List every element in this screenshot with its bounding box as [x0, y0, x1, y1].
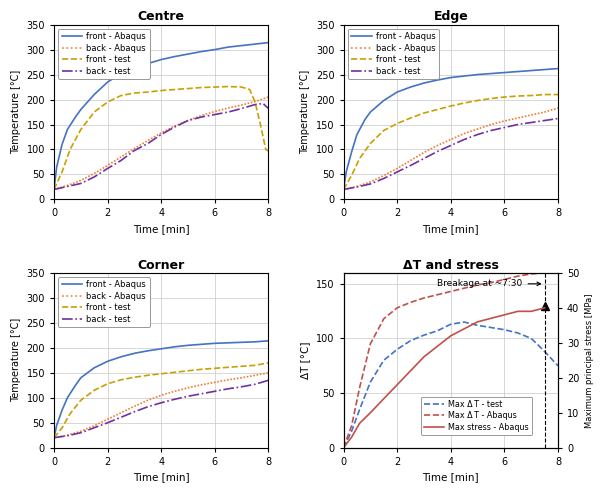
X-axis label: Time [min]: Time [min]	[422, 224, 479, 234]
Text: Breakage at ~7:30: Breakage at ~7:30	[437, 279, 541, 288]
Title: Edge: Edge	[433, 10, 468, 24]
Legend: front - Abaqus, back - Abaqus, front - test, back - test: front - Abaqus, back - Abaqus, front - t…	[347, 29, 439, 79]
Title: ΔT and stress: ΔT and stress	[403, 259, 499, 272]
Title: Corner: Corner	[137, 259, 185, 272]
X-axis label: Time [min]: Time [min]	[133, 472, 190, 482]
Y-axis label: Temperature [°C]: Temperature [°C]	[11, 318, 21, 402]
Legend: front - Abaqus, back - Abaqus, front - test, back - test: front - Abaqus, back - Abaqus, front - t…	[58, 29, 149, 79]
Y-axis label: Maximum principal stress [MPa]: Maximum principal stress [MPa]	[585, 293, 594, 428]
Y-axis label: ΔT [°C]: ΔT [°C]	[301, 341, 310, 379]
Legend: front - Abaqus, back - Abaqus, front - test, back - test: front - Abaqus, back - Abaqus, front - t…	[58, 277, 149, 327]
Y-axis label: Temperature [°C]: Temperature [°C]	[11, 70, 21, 154]
Title: Centre: Centre	[138, 10, 185, 24]
Legend: Max Δ T - test, Max Δ T - Abaqus, Max stress - Abaqus: Max Δ T - test, Max Δ T - Abaqus, Max st…	[421, 397, 532, 435]
X-axis label: Time [min]: Time [min]	[422, 472, 479, 482]
X-axis label: Time [min]: Time [min]	[133, 224, 190, 234]
Y-axis label: Temperature [°C]: Temperature [°C]	[301, 70, 310, 154]
